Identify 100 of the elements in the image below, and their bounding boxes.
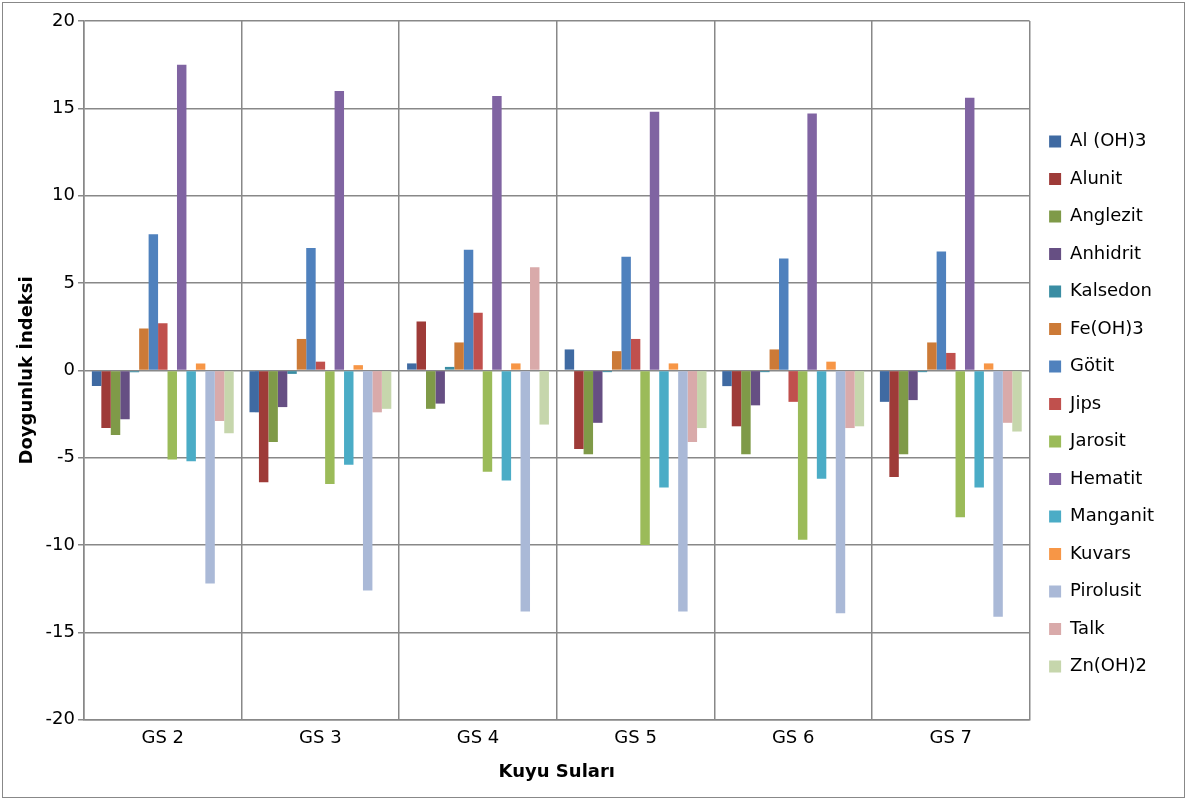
bar xyxy=(258,371,269,483)
bar xyxy=(315,361,326,370)
bar xyxy=(731,371,742,427)
bar xyxy=(139,328,149,370)
bar xyxy=(268,371,278,443)
bar xyxy=(983,363,994,370)
bar xyxy=(287,371,297,374)
bar xyxy=(186,371,196,462)
bar xyxy=(1012,371,1022,432)
x-tick-label: GS 7 xyxy=(929,726,973,748)
bar xyxy=(167,371,177,460)
bar xyxy=(120,371,130,420)
bar xyxy=(530,267,540,370)
bar xyxy=(362,371,373,591)
bar xyxy=(678,371,688,612)
bar xyxy=(381,371,392,409)
bar xyxy=(936,251,947,370)
bar xyxy=(444,366,455,370)
y-tick-label: 20 xyxy=(52,8,75,30)
bar xyxy=(473,312,483,370)
bar xyxy=(908,371,918,401)
legend-label: Talk xyxy=(1069,616,1106,638)
bar xyxy=(649,111,660,370)
bar xyxy=(539,371,549,425)
bar xyxy=(91,371,102,387)
y-axis-title: Doygunluk İndeksi xyxy=(15,276,37,465)
bar xyxy=(621,256,631,370)
bar xyxy=(249,371,259,413)
bar xyxy=(964,97,975,370)
bar xyxy=(583,371,594,455)
bar xyxy=(593,371,603,423)
bar xyxy=(993,371,1003,617)
legend-label: Kuvars xyxy=(1070,541,1131,563)
y-tick-label: 10 xyxy=(52,183,75,205)
legend-label: Kalsedon xyxy=(1070,279,1152,301)
bar xyxy=(511,363,521,370)
bar xyxy=(927,342,937,370)
bar xyxy=(889,371,899,477)
bar xyxy=(1002,371,1013,423)
legend-label: Hematit xyxy=(1070,466,1143,488)
legend-label: Pirolusit xyxy=(1070,579,1142,601)
y-tick-label: -20 xyxy=(45,707,75,729)
bar xyxy=(750,371,761,406)
bar xyxy=(426,371,436,409)
bar xyxy=(325,371,335,484)
x-axis-title: Kuyu Suları xyxy=(498,759,616,781)
bar xyxy=(574,371,584,450)
bar xyxy=(769,349,780,370)
bar xyxy=(955,371,965,518)
bar xyxy=(845,371,855,429)
legend-label: Manganit xyxy=(1070,504,1155,526)
legend-label: Zn(OH)2 xyxy=(1070,654,1148,676)
y-tick-label: 5 xyxy=(63,270,75,292)
bar xyxy=(224,371,234,434)
bar xyxy=(898,371,909,455)
bar xyxy=(344,371,354,465)
bar xyxy=(741,371,751,455)
legend-label: Anhidrit xyxy=(1070,241,1142,263)
bar xyxy=(779,258,789,370)
bar xyxy=(687,371,698,443)
bar xyxy=(214,371,225,422)
bar xyxy=(296,338,307,370)
bar xyxy=(630,338,641,370)
legend-label: Fe(OH)3 xyxy=(1070,316,1144,338)
bar xyxy=(416,321,426,370)
y-tick-label: 15 xyxy=(52,96,75,118)
bar xyxy=(353,365,363,370)
x-tick-label: GS 2 xyxy=(141,726,185,748)
x-tick-label: GS 3 xyxy=(299,726,342,748)
bar xyxy=(148,234,159,370)
bar xyxy=(788,371,798,402)
y-tick-label: 0 xyxy=(63,358,75,380)
bar xyxy=(492,96,502,370)
legend-label: Alunit xyxy=(1070,166,1123,188)
bar xyxy=(482,371,493,472)
bar xyxy=(816,371,827,479)
bar xyxy=(797,371,808,540)
bar xyxy=(611,351,622,370)
bar xyxy=(722,371,732,387)
bar xyxy=(520,371,531,612)
bar xyxy=(974,371,984,488)
bar xyxy=(807,113,817,370)
bar xyxy=(407,363,417,370)
x-tick-label: GS 5 xyxy=(614,726,657,748)
bar xyxy=(463,249,474,370)
bar xyxy=(826,361,836,370)
y-tick-label: -10 xyxy=(45,532,75,554)
bar xyxy=(372,371,382,413)
bar xyxy=(640,371,650,546)
legend-label: Jips xyxy=(1069,391,1102,413)
bar xyxy=(659,371,669,488)
bar xyxy=(195,363,206,370)
bar xyxy=(277,371,288,408)
bar xyxy=(697,371,707,429)
bar xyxy=(435,371,445,404)
bar xyxy=(176,64,187,370)
bar xyxy=(946,352,956,370)
legend-label: Jarosit xyxy=(1069,429,1126,451)
bar xyxy=(854,371,865,427)
bar xyxy=(454,342,464,370)
